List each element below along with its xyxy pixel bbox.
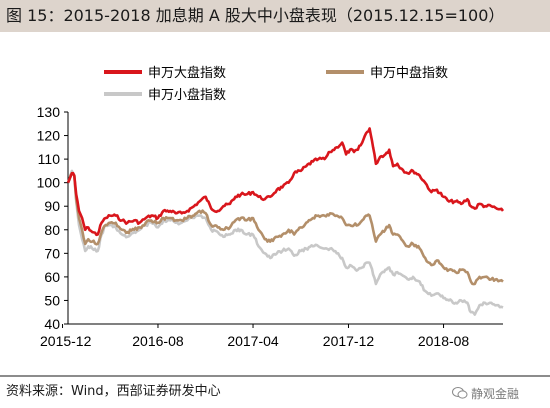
chart-title: 图 15：2015-2018 加息期 A 股大中小盘表现（2015.12.15=… [6,6,505,25]
source-note: 资料来源：Wind，西部证券研发中心 [6,384,221,399]
y-tick-label: 50 [44,292,60,308]
x-tick-label: 2016-08 [132,333,184,349]
legend-label: 申万大盘指数 [148,65,226,81]
y-tick-label: 40 [44,316,60,332]
title-bar: 图 15：2015-2018 加息期 A 股大中小盘表现（2015.12.15=… [0,0,550,32]
legend-label: 申万中盘指数 [370,65,448,81]
legend-label: 申万小盘指数 [148,87,226,103]
x-tick-label: 2015-12 [40,333,92,349]
watermark: 静观金融 [452,383,519,403]
line-chart: 40 50 60 70 80 90 100 110 120 130 2015-12 2016-08 20… [37,65,505,349]
y-tick-label: 80 [44,222,60,238]
y-tick-label: 120 [37,128,61,144]
footer-divider [0,375,550,377]
x-tick-label: 2017-12 [323,333,375,349]
series-line-0 [66,127,505,237]
watermark-text: 静观金融 [471,386,520,401]
x-tick-label: 2018-08 [418,333,470,349]
wechat-icon [452,387,468,399]
y-tick-label: 90 [44,198,60,214]
y-tick-label: 100 [37,175,61,191]
y-tick-label: 110 [38,151,61,167]
series-line-1 [66,171,504,286]
y-tick-label: 130 [37,104,61,120]
x-tick-label: 2017-04 [227,333,279,349]
y-tick-label: 70 [44,245,60,261]
y-tick-label: 60 [44,269,60,285]
